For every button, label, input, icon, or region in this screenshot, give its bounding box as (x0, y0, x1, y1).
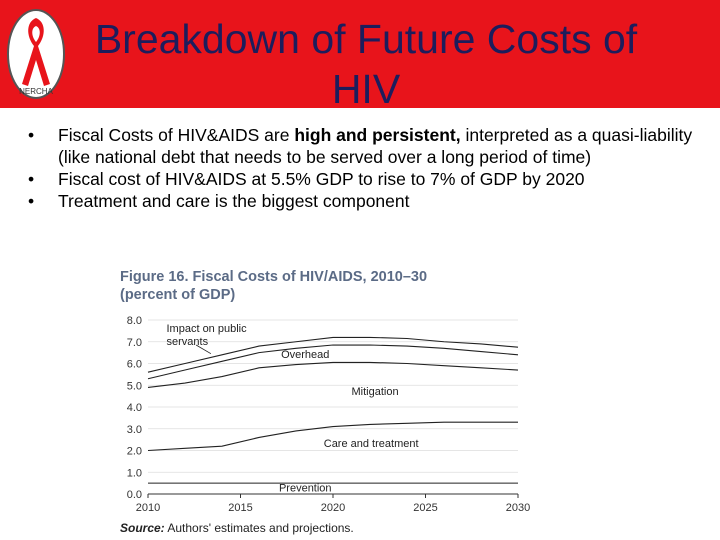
y-tick-label: 3.0 (127, 424, 142, 436)
bullet-dot: • (28, 191, 35, 211)
y-tick-label: 6.0 (127, 359, 142, 371)
y-tick-label: 4.0 (127, 402, 142, 414)
y-tick-label: 7.0 (127, 337, 142, 349)
bullet-text: Fiscal Costs of HIV&AIDS are (58, 125, 295, 145)
series-line-impact-on-public-servants (147, 336, 519, 373)
series-label: servants (167, 336, 209, 348)
source-label: Source: (120, 521, 165, 535)
bullet-list: • Fiscal Costs of HIV&AIDS are high and … (28, 124, 708, 212)
series-label: Impact on public (167, 323, 248, 335)
bullet-bold-text: high and persistent, (294, 125, 461, 145)
series-label: Overhead (281, 349, 329, 361)
y-tick-label: 5.0 (127, 380, 142, 392)
series-line-mitigation (147, 361, 519, 388)
label-leader-line (195, 344, 212, 355)
y-tick-label: 0.0 (127, 489, 142, 501)
bullet-item: • Fiscal Costs of HIV&AIDS are high and … (28, 124, 708, 168)
figure-title: Figure 16. Fiscal Costs of HIV/AIDS, 201… (120, 268, 540, 304)
figure-source: Source: Authors' estimates and projectio… (120, 521, 354, 535)
series-line-care-and-treatment (147, 421, 518, 452)
x-tick-label: 2030 (506, 502, 530, 514)
series-label: Care and treatment (324, 438, 419, 450)
source-text: Authors' estimates and projections. (164, 521, 354, 535)
figure-title-line2: (percent of GDP) (120, 287, 236, 303)
x-tick-label: 2015 (228, 502, 252, 514)
x-tick-label: 2025 (413, 502, 437, 514)
fiscal-costs-chart: 0.0 1.0 2.0 3.0 4.0 5.0 6.0 7.0 8.0 2010 2015 2020 2… (127, 315, 531, 514)
bullet-text-continued: interpreted as a quasi-liability (like n… (58, 125, 693, 167)
y-tick-label: 8.0 (127, 315, 142, 327)
x-tick-label: 2010 (136, 502, 160, 514)
x-tick-label: 2020 (321, 502, 345, 514)
slide-title: Breakdown of Future Costs of HIV (94, 16, 638, 112)
bullet-item: • Treatment and care is the biggest comp… (28, 190, 708, 212)
series-line-overhead (147, 344, 519, 380)
logo-text: NERCHA (19, 87, 53, 96)
bullet-item: • Fiscal cost of HIV&AIDS at 5.5% GDP to… (28, 168, 708, 190)
figure-title-line1: Figure 16. Fiscal Costs of HIV/AIDS, 201… (120, 269, 428, 285)
bullet-dot: • (28, 125, 35, 145)
bullet-text: Treatment and care is the biggest compon… (58, 191, 410, 211)
bullet-dot: • (28, 169, 35, 189)
series-label: Mitigation (352, 386, 399, 398)
nercha-logo: NERCHA (7, 9, 65, 99)
y-tick-label: 1.0 (127, 467, 142, 479)
bullet-text: Fiscal cost of HIV&AIDS at 5.5% GDP to r… (58, 169, 585, 189)
series-label: Prevention (279, 482, 332, 494)
title-bar: NERCHA Breakdown of Future Costs of HIV (0, 0, 720, 112)
y-tick-label: 2.0 (127, 446, 142, 458)
